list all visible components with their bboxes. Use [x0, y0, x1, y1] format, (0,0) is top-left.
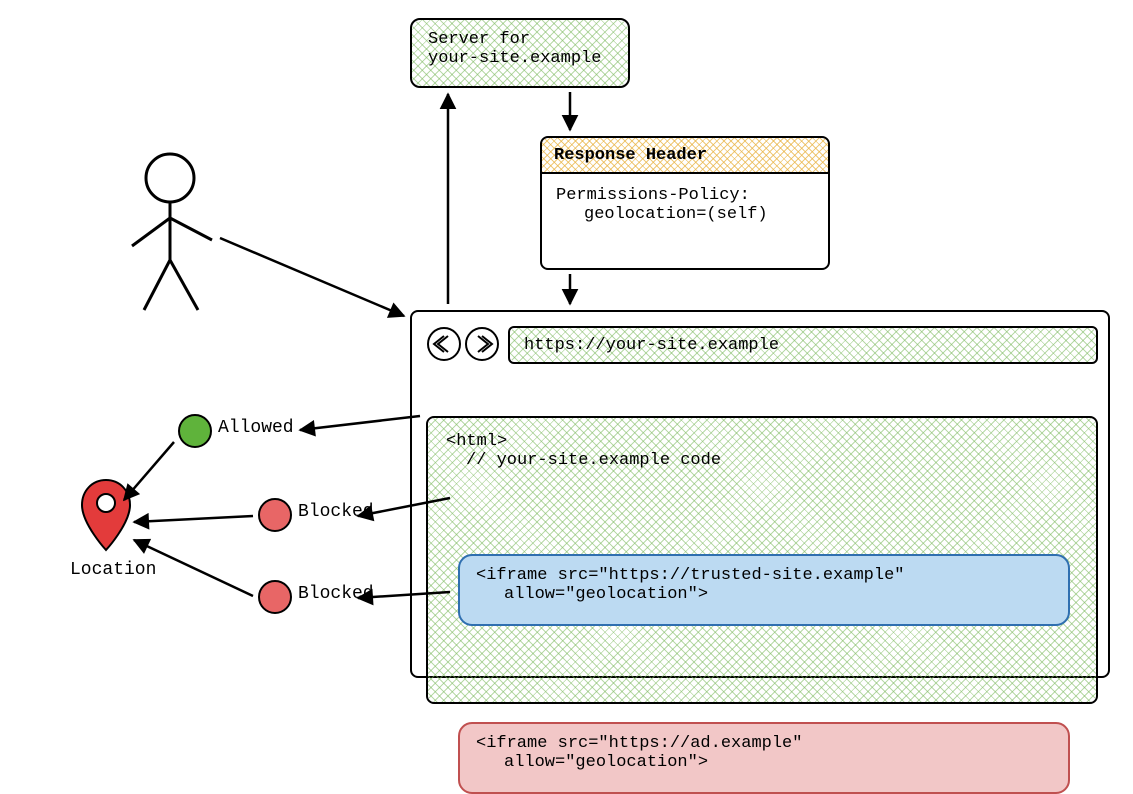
arrow-blocked1-to-pin [134, 516, 253, 522]
arrow-user-to-browser [220, 238, 404, 316]
server-box: Server for your-site.example [410, 18, 630, 88]
response-header-title: Response Header [554, 146, 707, 165]
allowed-dot [178, 414, 212, 448]
iframe-trusted-l2: allow="geolocation"> [476, 585, 1052, 604]
response-header-line2: geolocation=(self) [556, 205, 814, 224]
iframe-ad-l1: <iframe src="https://ad.example" [476, 734, 1052, 753]
server-line2: your-site.example [428, 49, 612, 68]
url-text: https://your-site.example [524, 336, 779, 355]
iframe-ad-l2: allow="geolocation"> [476, 753, 1052, 772]
blocked-dot-2 [258, 580, 292, 614]
blocked-label-2: Blocked [298, 584, 374, 604]
html-comment: // your-site.example code [446, 451, 1078, 470]
html-open: <html> [446, 432, 1078, 451]
allowed-label: Allowed [218, 418, 294, 438]
response-header-box: Response Header Permissions-Policy: geol… [540, 136, 830, 270]
forward-icon [464, 326, 500, 362]
iframe-trusted-l1: <iframe src="https://trusted-site.exampl… [476, 566, 1052, 585]
browser-window: https://your-site.example <html> // your… [410, 310, 1110, 678]
arrow-html-to-allowed [300, 416, 420, 430]
url-bar: https://your-site.example [508, 326, 1098, 364]
response-header-line1: Permissions-Policy: [556, 186, 814, 205]
blocked-dot-1 [258, 498, 292, 532]
server-line1: Server for [428, 30, 612, 49]
location-label: Location [70, 560, 156, 580]
stick-figure-icon [120, 150, 220, 320]
iframe-ad: <iframe src="https://ad.example" allow="… [458, 722, 1070, 794]
back-icon [426, 326, 462, 362]
browser-content: <html> // your-site.example code <iframe… [426, 416, 1098, 704]
blocked-label-1: Blocked [298, 502, 374, 522]
iframe-trusted: <iframe src="https://trusted-site.exampl… [458, 554, 1070, 626]
location-pin-icon [78, 476, 134, 556]
